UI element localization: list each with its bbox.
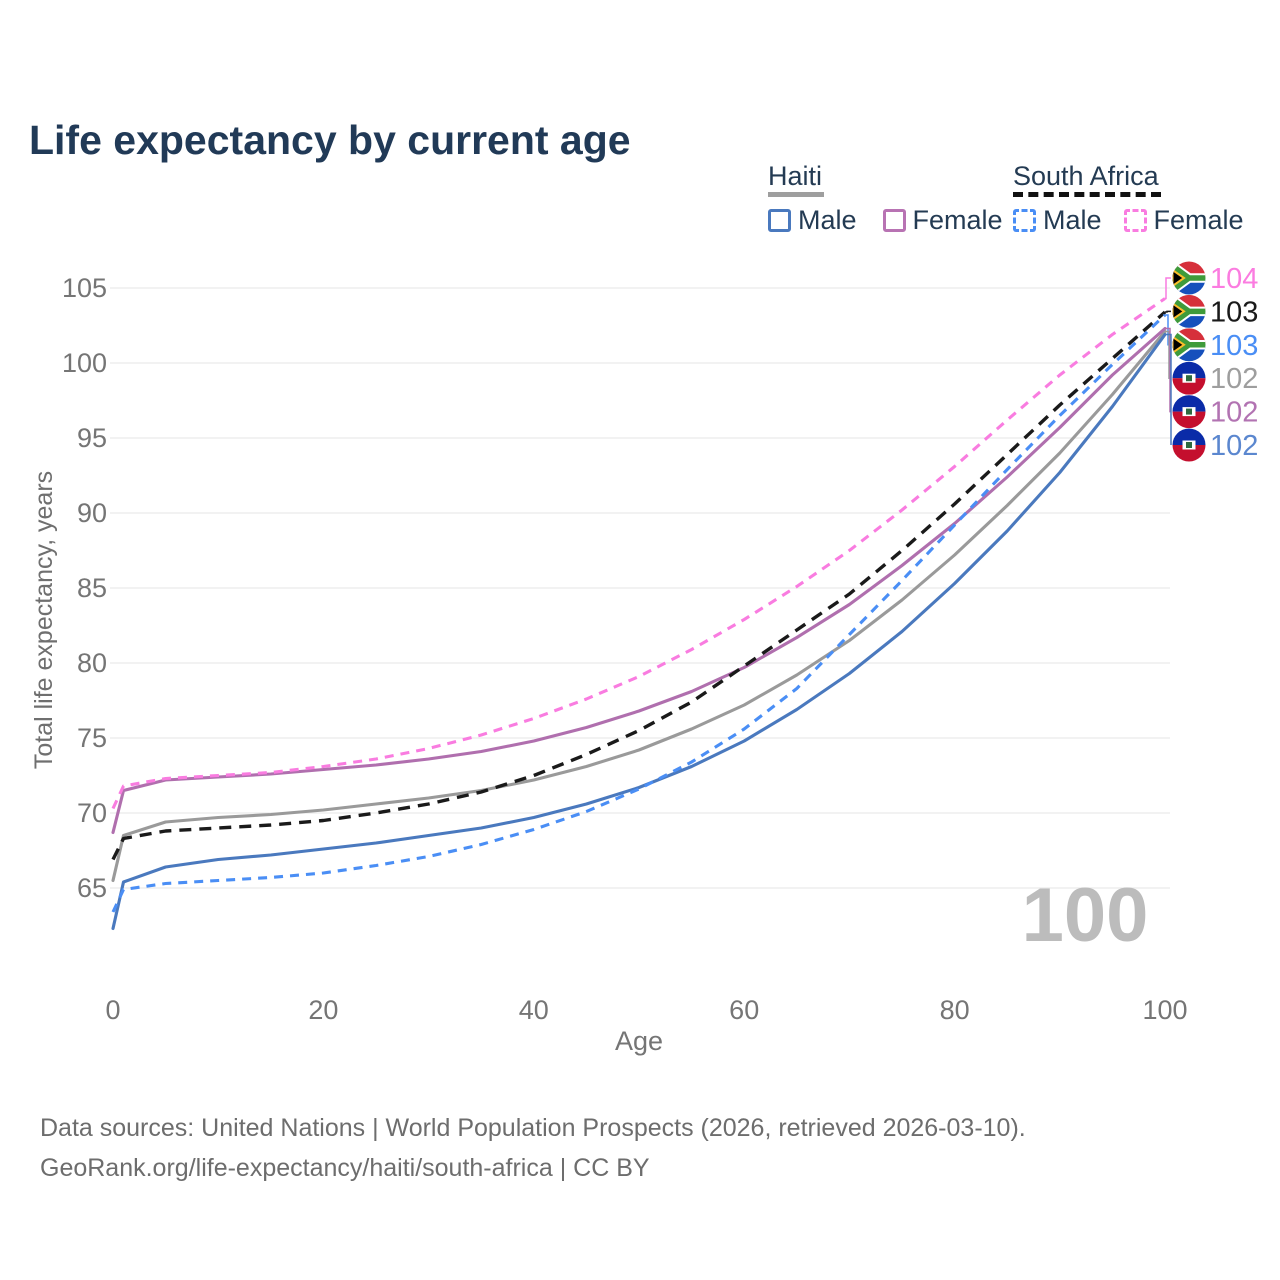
- y-tick-90: 90: [77, 498, 107, 528]
- legend-label: Female: [1153, 205, 1244, 235]
- end-label-connector: [1165, 310, 1171, 313]
- y-axis-title: Total life expectancy, years: [30, 471, 58, 769]
- series-line-south-africa-female[interactable]: [111, 297, 1166, 810]
- end-value-label-south-africa-male[interactable]: 103: [1210, 330, 1258, 362]
- series-line-haiti-female[interactable]: [111, 326, 1167, 835]
- south-africa-flag-icon: [1172, 261, 1206, 295]
- x-tick-0: 0: [105, 995, 120, 1025]
- south-africa-male-swatch-icon: [1013, 209, 1036, 232]
- page-title: Life expectancy by current age: [29, 117, 631, 164]
- end-label-connector: [1165, 277, 1171, 300]
- series-line-south-africa-total[interactable]: [111, 310, 1167, 861]
- series-line-south-africa-male[interactable]: [111, 313, 1167, 913]
- south-africa-flag-icon: [1172, 328, 1206, 362]
- y-tick-65: 65: [77, 873, 107, 903]
- y-tick-105: 105: [62, 273, 107, 303]
- footer-data-sources: Data sources: United Nations | World Pop…: [40, 1114, 1026, 1142]
- legend-group-haiti[interactable]: Haiti: [768, 161, 823, 191]
- south-africa-flag-icon: [1172, 294, 1206, 328]
- x-tick-20: 20: [308, 995, 338, 1025]
- legend-label: Male: [1043, 205, 1102, 235]
- haiti-male-swatch-icon: [768, 209, 791, 232]
- x-axis-title: Age: [615, 1026, 663, 1056]
- age-watermark: 100: [1022, 873, 1149, 958]
- end-value-label-haiti-female[interactable]: 102: [1210, 397, 1258, 429]
- y-tick-95: 95: [77, 423, 107, 453]
- footer-attribution: GeoRank.org/life-expectancy/haiti/south-…: [40, 1154, 650, 1182]
- y-tick-75: 75: [77, 723, 107, 753]
- y-tick-85: 85: [77, 573, 107, 603]
- legend-group-south-africa[interactable]: South Africa: [1013, 161, 1159, 191]
- haiti-flag-icon: [1172, 428, 1206, 462]
- haiti-flag-icon: [1172, 361, 1206, 395]
- legend-haiti-line-sample: [768, 192, 824, 197]
- end-label-connector: [1165, 333, 1172, 445]
- haiti-female-swatch-icon: [882, 209, 906, 232]
- legend-label: Female: [912, 205, 1003, 235]
- x-tick-60: 60: [729, 995, 759, 1025]
- haiti-flag-icon: [1172, 395, 1206, 429]
- legend-item-south-africa-male[interactable]: Male: [1013, 205, 1102, 236]
- x-tick-100: 100: [1142, 995, 1187, 1025]
- legend-item-south-africa-female[interactable]: Female: [1123, 205, 1244, 236]
- end-value-label-haiti-total[interactable]: 102: [1210, 363, 1258, 395]
- y-tick-70: 70: [77, 798, 107, 828]
- legend-item-haiti-male[interactable]: Male: [768, 205, 857, 236]
- end-value-label-south-africa-female[interactable]: 104: [1210, 263, 1258, 295]
- y-tick-100: 100: [62, 348, 107, 378]
- x-tick-80: 80: [940, 995, 970, 1025]
- legend-item-haiti-female[interactable]: Female: [882, 205, 1003, 236]
- x-tick-40: 40: [519, 995, 549, 1025]
- end-value-label-south-africa-total[interactable]: 103: [1210, 296, 1258, 328]
- series-line-haiti-total[interactable]: [111, 329, 1167, 883]
- series-line-haiti-male[interactable]: [111, 332, 1167, 931]
- y-tick-80: 80: [77, 648, 107, 678]
- legend-label: Male: [798, 205, 857, 235]
- legend-south-africa-line-sample: [1013, 192, 1161, 197]
- end-value-label-haiti-male[interactable]: 102: [1210, 430, 1258, 462]
- south-africa-female-swatch-icon: [1123, 209, 1147, 232]
